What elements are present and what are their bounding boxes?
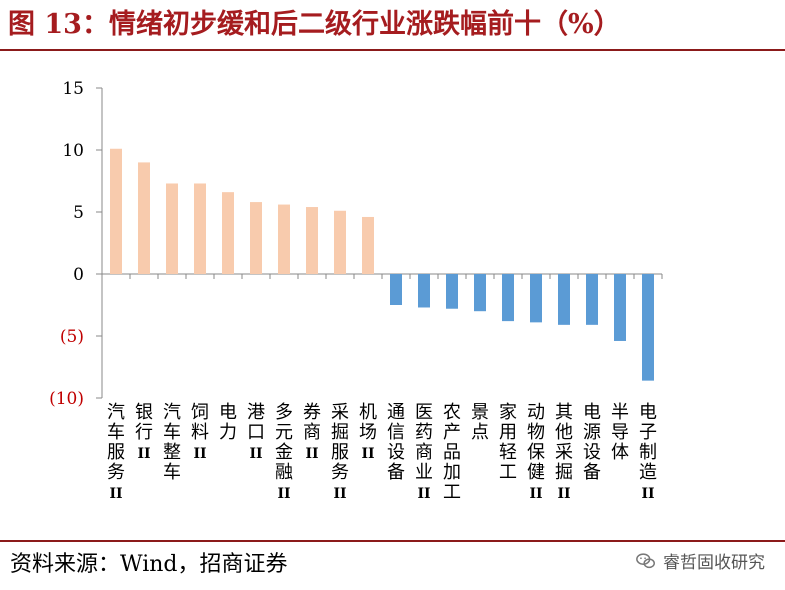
bar [110, 148, 122, 274]
y-tick-label: (5) [60, 327, 84, 347]
category-label: 电子制造 II [639, 402, 657, 502]
bar [446, 274, 458, 309]
bar [502, 274, 514, 322]
bar [194, 183, 206, 274]
bar [138, 162, 150, 274]
y-tick-label: 10 [62, 141, 84, 161]
bar [558, 274, 570, 325]
category-label: 通信设备 [387, 402, 405, 483]
bar [642, 274, 654, 381]
bar [334, 210, 346, 274]
footer-divider [0, 540, 785, 542]
bar [530, 274, 542, 323]
bar [306, 207, 318, 274]
category-label: 其他采掘 II [555, 402, 573, 502]
watermark-label: 睿哲固收研究 [663, 553, 765, 573]
bar [390, 274, 402, 305]
category-label: 电源设备 [583, 402, 601, 483]
bar [362, 216, 374, 274]
title-divider [0, 49, 785, 51]
watermark: 睿哲固收研究 [635, 548, 765, 573]
category-label: 医药商业 II [415, 402, 433, 502]
bar [278, 204, 290, 274]
category-label: 银行 II [135, 402, 153, 462]
bar [474, 274, 486, 312]
bar [614, 274, 626, 341]
y-tick-label: (10) [49, 389, 84, 409]
category-label: 采掘服务 II [331, 402, 349, 502]
y-tick-label: 0 [73, 265, 84, 285]
category-label: 半导体 [611, 402, 629, 463]
category-label: 券商 II [303, 402, 321, 462]
category-label: 港口 II [247, 402, 265, 462]
category-label: 家用轻工 [499, 402, 517, 483]
bar [250, 202, 262, 274]
bar [222, 192, 234, 274]
source-note: 资料来源：Wind，招商证券 [10, 552, 288, 577]
wechat-icon [636, 552, 655, 568]
category-label: 汽车服务 II [107, 402, 125, 502]
category-label: 汽车整车 [163, 402, 181, 483]
y-tick-label: 5 [73, 203, 84, 223]
category-label: 电力 [219, 402, 237, 443]
chart-title: 图 13：情绪初步缓和后二级行业涨跌幅前十（%） [8, 9, 621, 40]
bar [586, 274, 598, 325]
category-label: 景点 [471, 402, 489, 443]
category-label: 机场 II [359, 402, 377, 462]
category-label: 动物保健 II [527, 402, 545, 502]
y-tick-label: 15 [62, 79, 84, 99]
category-label: 多元金融 II [275, 402, 293, 502]
category-label: 饲料 II [191, 402, 209, 462]
bar [418, 274, 430, 308]
category-label: 农产品加工 [443, 402, 461, 503]
bar [166, 183, 178, 274]
